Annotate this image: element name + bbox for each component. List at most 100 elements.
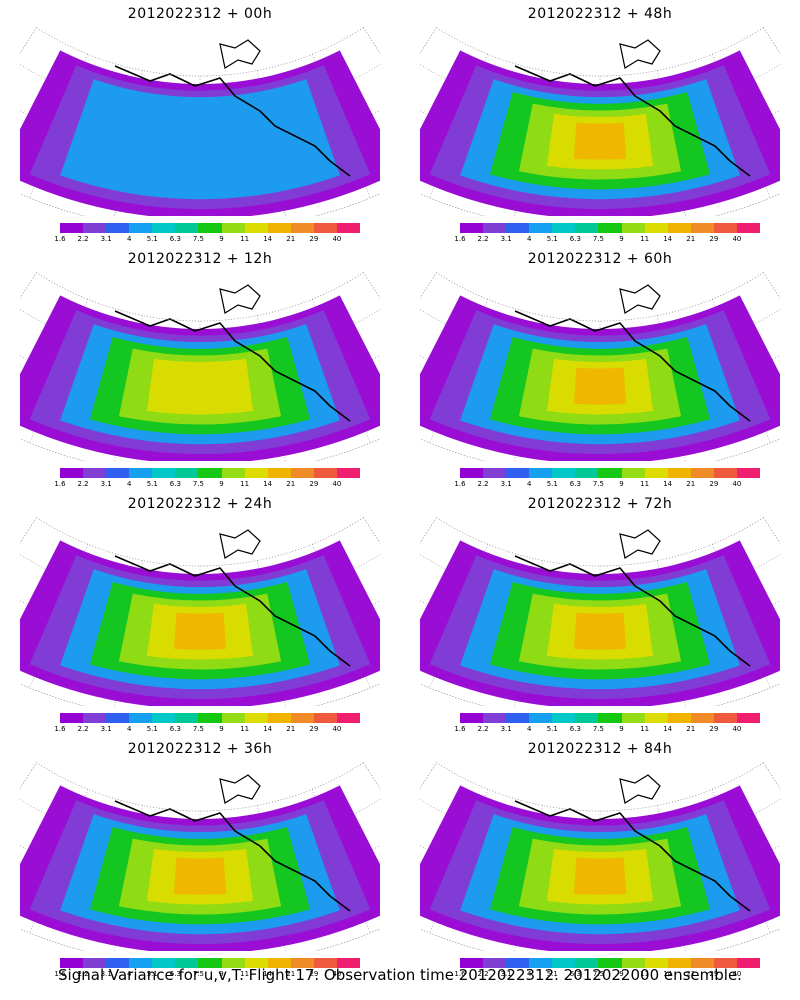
colorbar-segment <box>506 468 530 478</box>
colorbar-tick-label: 11 <box>240 725 250 733</box>
colorbar-tick-label: 2.2 <box>77 480 89 488</box>
colorbar-segment <box>129 468 153 478</box>
map-panel: 2012022312 + 84h 1.6 2.2 3.1 4 5.1 6.3 7.5 9 11 14… <box>400 735 800 980</box>
variance-field <box>20 295 380 461</box>
colorbar-labels: 1.6 2.2 3.1 4 5.1 6.3 7.5 9 11 14 21 29 40 <box>454 725 760 735</box>
panel-title: 2012022312 + 24h <box>127 496 273 512</box>
colorbar-segment <box>152 958 176 968</box>
colorbar-tick-label: 40 <box>732 235 742 243</box>
colorbar-tick-label: 21 <box>286 235 296 243</box>
contour-band <box>173 857 227 895</box>
map-plot <box>420 27 780 216</box>
map-plot <box>20 517 380 706</box>
colorbar-segment <box>483 223 507 233</box>
colorbar-segment <box>313 713 337 723</box>
colorbar-tick-label: 9 <box>219 480 224 488</box>
colorbar-tick-label: 21 <box>686 235 696 243</box>
colorbar-segment <box>736 958 761 968</box>
figure-caption: Signal Variance for u,v,T. Flight 17. Ob… <box>58 966 742 984</box>
colorbar-segment <box>152 223 176 233</box>
colorbar <box>60 713 361 723</box>
colorbar-tick-label: 21 <box>686 725 696 733</box>
colorbar-tick-label: 3.1 <box>500 480 512 488</box>
colorbar-segment <box>313 958 337 968</box>
colorbar-tick-label: 5.1 <box>146 725 158 733</box>
colorbar-tick-label: 9 <box>619 235 624 243</box>
colorbar-segment <box>290 223 314 233</box>
map-panel: 2012022312 + 72h 1.6 2.2 3.1 4 5.1 6.3 7.5 9 11 14… <box>400 490 800 735</box>
colorbar-tick-label: 1.6 <box>54 480 66 488</box>
colorbar-tick-label: 4 <box>526 235 532 243</box>
colorbar-tick-label: 1.6 <box>454 235 466 243</box>
colorbar-segment <box>667 958 691 968</box>
colorbar-segment <box>83 713 107 723</box>
colorbar-segment <box>460 223 484 233</box>
colorbar-segment <box>713 713 737 723</box>
colorbar-segment <box>290 958 314 968</box>
coastline <box>514 555 751 667</box>
panel-title: 2012022312 + 60h <box>527 251 673 267</box>
arctic-islands <box>619 529 661 559</box>
colorbar-tick-label: 5.1 <box>146 480 158 488</box>
map-plot <box>20 272 380 461</box>
colorbar <box>460 223 761 233</box>
colorbar-tick-label: 5.1 <box>146 235 158 243</box>
colorbar-segment <box>106 713 130 723</box>
colorbar-tick-label: 9 <box>219 235 224 243</box>
coastline <box>514 800 751 912</box>
colorbar-segment <box>460 468 484 478</box>
colorbar-segment <box>598 468 622 478</box>
coastline <box>514 310 751 422</box>
colorbar-segment <box>736 468 761 478</box>
colorbar-segment <box>152 713 176 723</box>
colorbar-tick-label: 6.3 <box>169 970 181 978</box>
colorbar-tick-label: 29 <box>709 970 719 978</box>
colorbar-segment <box>644 958 668 968</box>
colorbar-tick-label: 14 <box>663 725 673 733</box>
arctic-islands <box>219 39 261 69</box>
colorbar-segment <box>506 958 530 968</box>
colorbar-segment <box>598 958 622 968</box>
colorbar-tick-label: 21 <box>686 480 696 488</box>
colorbar-labels: 1.6 2.2 3.1 4 5.1 6.3 7.5 9 11 14 21 29 40 <box>54 235 360 245</box>
colorbar-tick-label: 14 <box>263 725 273 733</box>
variance-field <box>20 540 380 706</box>
colorbar-tick-label: 2.2 <box>477 970 489 978</box>
map-plot <box>420 272 780 461</box>
map-boundary <box>420 517 780 706</box>
variance-field <box>420 50 780 216</box>
arctic-islands <box>219 284 261 314</box>
map-panel: 2012022312 + 12h 1.6 2.2 3.1 4 5.1 6.3 7.5 9 11 14… <box>0 245 400 490</box>
arctic-islands <box>219 529 261 559</box>
colorbar-tick-label: 5.1 <box>546 235 558 243</box>
map-boundary <box>20 517 380 706</box>
colorbar-segment <box>713 958 737 968</box>
colorbar-tick-label: 7.5 <box>592 970 605 978</box>
colorbar-labels: 1.6 2.2 3.1 4 5.1 6.3 7.5 9 11 14 21 29 40 <box>54 480 360 490</box>
colorbar-segment <box>244 223 268 233</box>
colorbar-segment <box>529 468 553 478</box>
colorbar-segment <box>598 223 622 233</box>
colorbar-segment <box>621 958 645 968</box>
colorbar-tick-label: 7.5 <box>192 480 205 488</box>
colorbar-tick-label: 14 <box>263 235 273 243</box>
panel-title: 2012022312 + 00h <box>127 6 273 22</box>
colorbar-tick-label: 29 <box>709 725 719 733</box>
colorbar-segment <box>106 958 130 968</box>
colorbar-tick-label: 40 <box>732 725 742 733</box>
colorbar-tick-label: 6.3 <box>169 235 181 243</box>
colorbar-segment <box>198 223 222 233</box>
colorbar-segment <box>483 713 507 723</box>
colorbar-segment <box>198 713 222 723</box>
colorbar-segment <box>244 468 268 478</box>
colorbar-segment <box>129 713 153 723</box>
colorbar-segment <box>483 468 507 478</box>
colorbar-tick-label: 5.1 <box>546 970 558 978</box>
map-boundary <box>20 762 380 951</box>
colorbar-segment <box>313 468 337 478</box>
colorbar-segment <box>60 958 84 968</box>
map-panel: 2012022312 + 48h 1.6 2.2 3.1 4 5.1 6.3 7.5 9 11 14… <box>400 0 800 245</box>
colorbar-tick-label: 1.6 <box>454 725 466 733</box>
colorbar-segment <box>267 713 291 723</box>
colorbar-tick-label: 21 <box>686 970 696 978</box>
